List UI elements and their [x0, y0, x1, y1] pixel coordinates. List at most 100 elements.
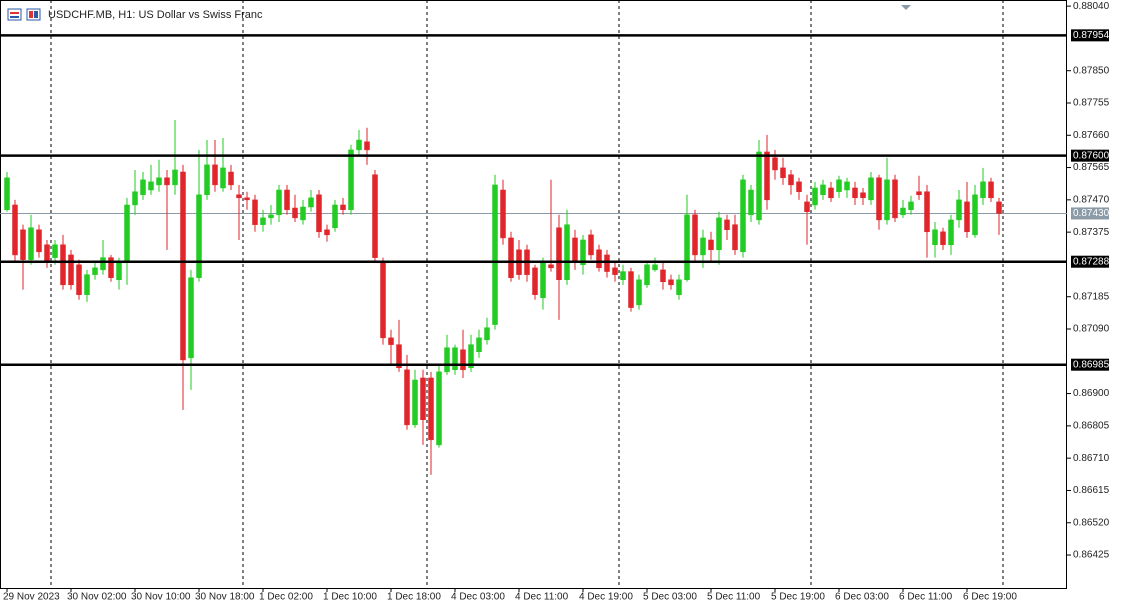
level-label: 0.86985	[1073, 359, 1110, 370]
chart-title: USDCHF.MB, H1: US Dollar vs Swiss Franc	[48, 9, 263, 21]
candle-body	[948, 219, 954, 245]
y-tick-label: 0.87185	[1073, 291, 1110, 302]
candle-body	[196, 194, 202, 278]
candle-body	[644, 264, 650, 286]
candle-body	[924, 191, 930, 233]
candle-body	[116, 261, 122, 280]
candle-body	[788, 174, 794, 186]
x-tick-label: 4 Dec 03:00	[451, 592, 505, 603]
candle-body	[564, 224, 570, 280]
y-tick-label: 0.87850	[1073, 65, 1110, 76]
level-label: 0.87288	[1073, 256, 1110, 267]
y-tick-label: 0.87755	[1073, 98, 1110, 109]
candle-body	[212, 164, 218, 186]
candle-body	[580, 239, 586, 266]
candle-body	[468, 344, 474, 369]
candle-body	[60, 244, 66, 286]
candle-body	[716, 217, 722, 251]
candle-body	[92, 267, 98, 275]
candle-body	[436, 371, 442, 446]
candle-body	[748, 189, 754, 216]
candle-body	[204, 164, 210, 196]
current-price-label-bg	[1071, 207, 1109, 220]
candle-body	[428, 377, 434, 441]
candle-body	[596, 249, 602, 269]
candle-body	[36, 229, 42, 253]
icon	[34, 11, 38, 18]
candle-body	[732, 224, 738, 251]
x-tick-label: 4 Dec 19:00	[579, 592, 633, 603]
y-tick-label: 0.88040	[1073, 1, 1110, 12]
level-label-bg	[1071, 358, 1109, 371]
candle-body	[620, 271, 626, 280]
candle-body	[532, 267, 538, 295]
candle-body	[556, 227, 562, 280]
candle-body	[156, 177, 162, 186]
candle-body	[76, 264, 82, 295]
x-tick-label: 6 Dec 03:00	[835, 592, 889, 603]
candle-body	[492, 184, 498, 325]
y-tick-label: 0.87470	[1073, 194, 1110, 205]
x-tick-label: 1 Dec 02:00	[259, 592, 313, 603]
icon	[10, 16, 19, 18]
candle-body	[812, 187, 818, 206]
candle-body	[508, 237, 514, 278]
candle-body	[636, 279, 642, 306]
candle-body	[172, 169, 178, 186]
candle-body	[828, 187, 834, 199]
level-label: 0.87954	[1073, 30, 1110, 41]
candle-body	[68, 254, 74, 286]
x-tick-label: 30 Nov 02:00	[67, 592, 127, 603]
candle-body	[860, 192, 866, 199]
candle-body	[404, 369, 410, 426]
x-tick-label: 30 Nov 18:00	[195, 592, 255, 603]
candle-body	[188, 277, 194, 359]
level-label-bg	[1071, 255, 1109, 268]
candle-body	[364, 141, 370, 151]
candle-body	[772, 157, 778, 171]
candle-body	[916, 191, 922, 196]
candle-body	[604, 254, 610, 272]
candle-body	[956, 199, 962, 221]
candle-body	[868, 177, 874, 201]
candle-body	[348, 149, 354, 210]
candle-body	[124, 204, 130, 262]
candle-body	[100, 257, 106, 271]
candle-body	[612, 267, 618, 275]
candle-body	[484, 327, 490, 341]
icon	[7, 8, 22, 21]
x-tick-label: 6 Dec 11:00	[899, 592, 953, 603]
candle-body	[876, 177, 882, 221]
candle-body	[276, 189, 282, 216]
candle-body	[804, 201, 810, 212]
candle-body	[356, 139, 362, 151]
candle-body	[28, 227, 34, 260]
candle-body	[340, 204, 346, 210]
candle-body	[164, 177, 170, 186]
x-tick-label: 5 Dec 19:00	[771, 592, 825, 603]
candle-body	[108, 257, 114, 278]
candle-body	[244, 197, 250, 201]
candle-body	[980, 181, 986, 199]
y-tick-label: 0.86710	[1073, 453, 1110, 464]
candle-body	[780, 167, 786, 179]
candle-body	[836, 179, 842, 192]
candle-body	[132, 191, 138, 206]
candle-body	[12, 204, 18, 256]
candle-body	[220, 167, 226, 189]
candle-body	[884, 179, 890, 221]
current-price-label: 0.87430	[1073, 208, 1110, 219]
candle-body	[908, 201, 914, 210]
x-tick-label: 29 Nov 2023	[3, 592, 60, 603]
candle-body	[652, 264, 658, 271]
candle-body	[452, 347, 458, 371]
candle-body	[84, 274, 90, 295]
candle-body	[380, 261, 386, 339]
candle-body	[20, 229, 26, 260]
candle-body	[332, 204, 338, 228]
candle-body	[740, 179, 746, 253]
x-tick-label: 5 Dec 03:00	[643, 592, 697, 603]
y-tick-label: 0.86520	[1073, 517, 1110, 528]
